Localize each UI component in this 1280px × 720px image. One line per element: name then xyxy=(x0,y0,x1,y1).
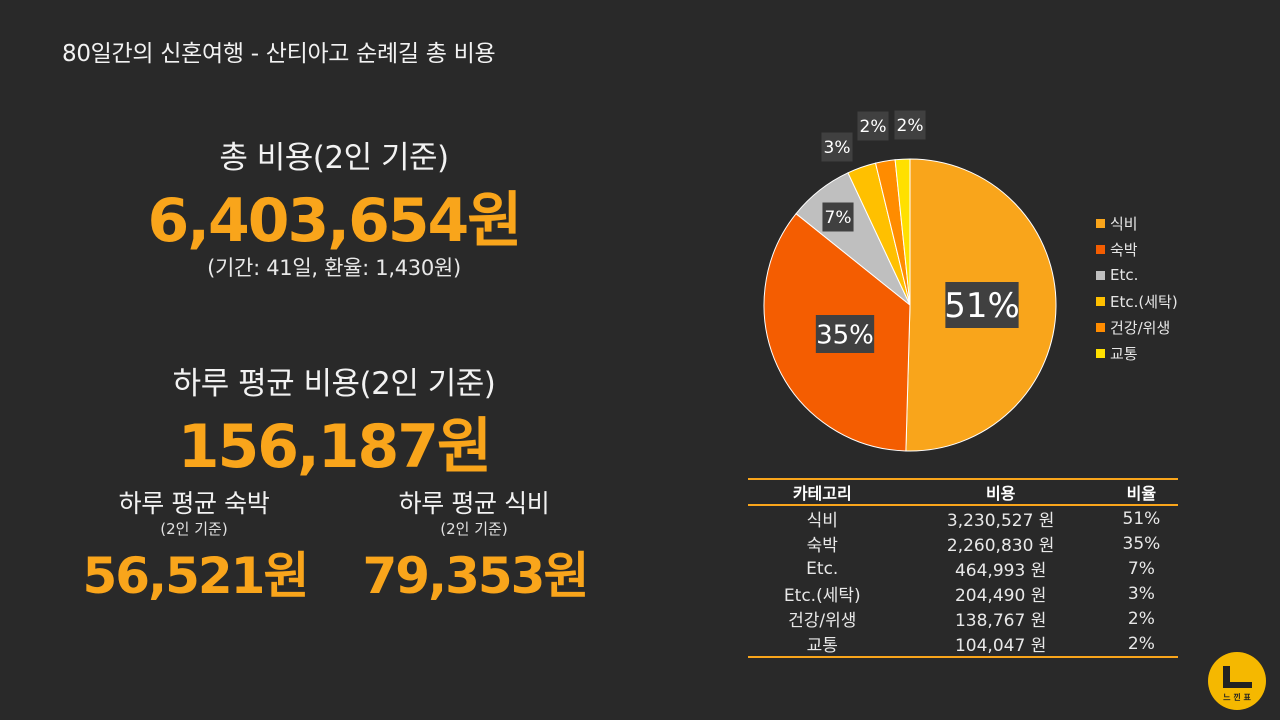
table-row: 식비 3,230,527 원 51% xyxy=(748,505,1178,532)
table-row: 교통 104,047 원 2% xyxy=(748,631,1178,658)
table-row: 숙박 2,260,830 원 35% xyxy=(748,531,1178,557)
daily-avg-label: 하루 평균 비용(2인 기준) xyxy=(172,366,496,402)
logo-text: 느 낀 표 xyxy=(1223,693,1251,702)
col-header-category: 카테고리 xyxy=(748,478,897,506)
pie-data-label-text: 35% xyxy=(816,320,874,350)
table-header-row: 카테고리 비용 비율 xyxy=(748,478,1178,506)
chart-legend: 식비 숙박 Etc. Etc.(세탁) 건강/위생 교통 xyxy=(1096,210,1178,366)
legend-item: 교통 xyxy=(1096,340,1178,366)
daily-lodging-sub: (2인 기준) xyxy=(160,520,228,538)
cell-cost: 3,230,527 원 xyxy=(946,511,1055,531)
legend-item: Etc.(세탁) xyxy=(1096,288,1178,314)
cell-ratio: 3% xyxy=(1127,583,1155,604)
cell-ratio: 7% xyxy=(1127,558,1155,579)
legend-swatch xyxy=(1096,348,1105,358)
cell-category: 숙박 xyxy=(806,536,838,556)
col-header-ratio: 비율 xyxy=(1104,478,1178,506)
total-cost-label: 총 비용(2인 기준) xyxy=(219,140,449,176)
cell-cost: 464,993 원 xyxy=(954,561,1047,581)
cell-cost: 204,490 원 xyxy=(954,586,1047,606)
legend-swatch xyxy=(1096,270,1105,280)
pie-data-label: 51% xyxy=(944,282,1020,328)
table-row: 건강/위생 138,767 원 2% xyxy=(748,606,1178,632)
legend-label: Etc.(세탁) xyxy=(1110,292,1178,311)
legend-item: Etc. xyxy=(1096,262,1178,288)
daily-food-label: 하루 평균 식비 xyxy=(398,489,550,518)
sofa-icon xyxy=(1223,666,1252,688)
cell-category: Etc. xyxy=(806,558,839,579)
daily-lodging-value: 56,521원 xyxy=(82,547,310,605)
cell-ratio: 51% xyxy=(1122,508,1161,529)
pie-data-label-text: 51% xyxy=(944,286,1020,326)
pie-data-label-box xyxy=(821,132,853,162)
pie-data-label: 2% xyxy=(894,110,926,140)
cell-cost: 2,260,830 원 xyxy=(946,536,1055,556)
cell-ratio: 2% xyxy=(1127,608,1155,629)
cell-category: Etc.(세탁) xyxy=(783,586,861,606)
daily-food-sub: (2인 기준) xyxy=(440,520,508,538)
pie-data-label: 7% xyxy=(822,202,854,232)
pie-data-label-box xyxy=(894,110,926,140)
legend-label: 교통 xyxy=(1110,344,1138,363)
table-row: Etc.(세탁) 204,490 원 3% xyxy=(748,581,1178,607)
pie-slice xyxy=(894,158,911,306)
legend-label: 숙박 xyxy=(1110,240,1138,259)
pie-data-label-text: 2% xyxy=(897,116,924,136)
daily-avg-value: 156,187원 xyxy=(177,412,492,482)
legend-label: 식비 xyxy=(1110,214,1138,233)
total-cost-value: 6,403,654원 xyxy=(147,186,522,256)
legend-swatch xyxy=(1096,244,1105,254)
pie-data-label: 35% xyxy=(815,315,875,353)
pie-data-label: 3% xyxy=(821,132,853,162)
cell-cost: 104,047 원 xyxy=(896,631,1105,658)
legend-swatch xyxy=(1096,296,1105,306)
pie-data-label: 2% xyxy=(857,111,889,141)
pie-data-label-box xyxy=(945,282,1019,328)
legend-label: 건강/위생 xyxy=(1110,318,1171,337)
legend-item: 건강/위생 xyxy=(1096,314,1178,340)
legend-item: 식비 xyxy=(1096,210,1178,236)
cost-table: 카테고리 비용 비율 식비 3,230,527 원 51% 숙박 2,260,8… xyxy=(748,478,1178,658)
cell-category: 식비 xyxy=(806,511,838,531)
legend-swatch xyxy=(1096,322,1105,332)
pie-data-label-text: 3% xyxy=(824,138,851,158)
table-row: Etc. 464,993 원 7% xyxy=(748,556,1178,582)
brand-logo: 느 낀 표 xyxy=(1208,652,1266,710)
col-header-cost: 비용 xyxy=(896,478,1105,506)
page-title: 80일간의 신혼여행 - 산티아고 순례길 총 비용 xyxy=(62,41,496,67)
cell-category: 건강/위생 xyxy=(788,611,857,631)
pie-data-label-box xyxy=(815,315,875,353)
legend-item: 숙박 xyxy=(1096,236,1178,262)
cell-ratio: 35% xyxy=(1122,533,1161,554)
daily-lodging-label: 하루 평균 숙박 xyxy=(118,489,270,518)
legend-label: Etc. xyxy=(1110,266,1139,284)
pie-data-label-box xyxy=(822,202,854,232)
cell-cost: 138,767 원 xyxy=(954,611,1047,631)
daily-food-value: 79,353원 xyxy=(362,547,590,605)
pie-data-label-box xyxy=(857,111,889,141)
cell-category: 교통 xyxy=(748,631,897,658)
legend-swatch xyxy=(1096,218,1105,228)
total-cost-note: (기간: 41일, 환율: 1,430원) xyxy=(207,256,461,280)
pie-data-label-text: 2% xyxy=(860,117,887,137)
pie-data-label-text: 7% xyxy=(825,208,852,228)
pie-chart: 51% 35% 7% 3% 2% 2% xyxy=(763,110,1057,452)
cell-ratio: 2% xyxy=(1104,631,1178,658)
